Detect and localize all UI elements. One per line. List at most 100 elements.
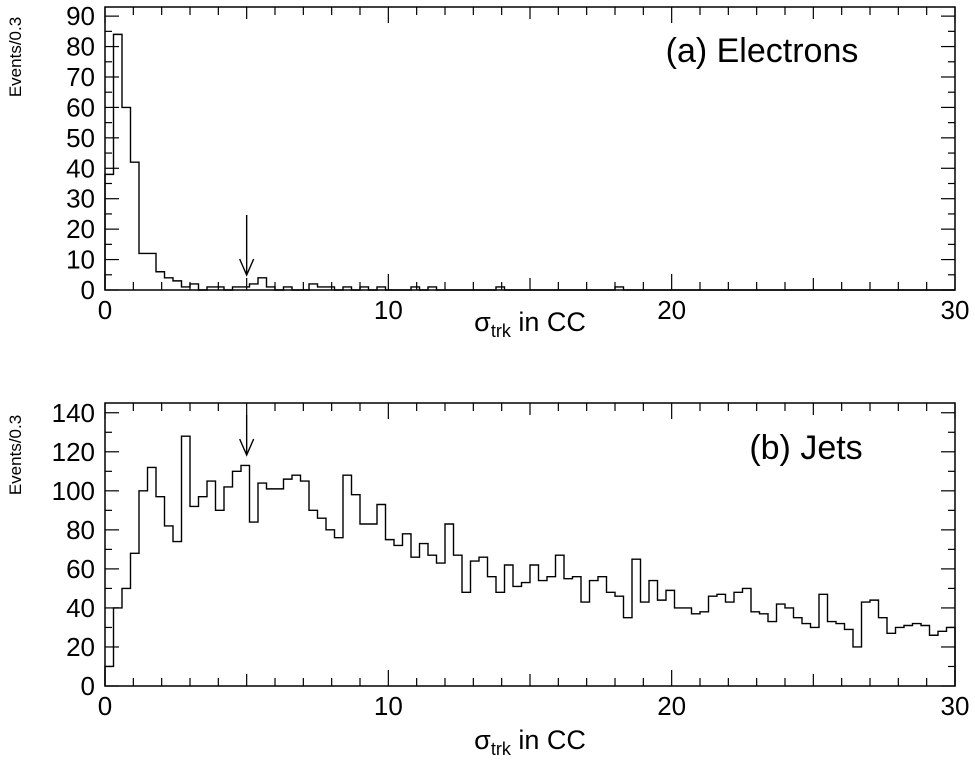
histogram-bin (445, 524, 454, 686)
histogram-bin (709, 596, 718, 686)
y-tick-label: 140 (52, 398, 95, 428)
histogram-bin (343, 475, 352, 686)
histogram-bin (352, 495, 361, 686)
x-tick-label: 20 (657, 295, 686, 325)
histogram-bin (726, 602, 735, 686)
histogram-bin (275, 489, 284, 686)
histogram-bin (896, 627, 905, 686)
histogram-bin (369, 524, 378, 686)
x-axis-label-subscript: trk (491, 739, 512, 759)
histogram-bin (343, 287, 352, 290)
histogram-electrons (104, 33, 955, 291)
histogram-bin (165, 278, 174, 290)
y-tick-label: 40 (66, 593, 95, 623)
histogram-bin (785, 608, 794, 686)
histogram-bin (326, 287, 335, 290)
histogram-bin (675, 608, 684, 686)
histogram-jets (104, 435, 956, 686)
x-axis-label-rest: in CC (511, 307, 586, 337)
histogram-bin (267, 287, 276, 290)
x-axis-label-symbol: σ (474, 725, 491, 755)
histogram-bin (301, 481, 310, 686)
histogram-bin (887, 633, 896, 686)
histogram-bin (207, 287, 216, 290)
histogram-bin (182, 436, 191, 686)
histogram-bin (139, 491, 148, 686)
y-tick-label: 0 (81, 275, 95, 305)
histogram-bin (522, 583, 531, 686)
histogram-bin (658, 600, 667, 686)
histogram-bin (182, 287, 191, 290)
histogram-bin (165, 526, 174, 686)
histogram-bin (216, 287, 225, 290)
histogram-bin (870, 600, 879, 686)
histogram-bin (403, 534, 412, 686)
histogram-bin (173, 542, 182, 686)
histogram-bin (547, 577, 556, 686)
histogram-bin (233, 287, 242, 290)
histogram-bin (411, 557, 420, 686)
histogram-bin (845, 629, 854, 686)
y-tick-label: 20 (66, 632, 95, 662)
histogram-bin (539, 581, 548, 686)
x-tick-label: 10 (374, 691, 403, 721)
histogram-bin (105, 666, 114, 686)
histogram-bin (258, 483, 267, 686)
histogram-bin (233, 471, 242, 686)
y-tick-label: 120 (52, 437, 95, 467)
y-tick-label: 40 (66, 153, 95, 183)
y-tick-label: 80 (66, 32, 95, 62)
histogram-bin (513, 586, 522, 686)
histogram-bin (224, 487, 233, 686)
histogram-bin (530, 565, 539, 686)
y-tick-label: 90 (66, 1, 95, 31)
histogram-bin (292, 475, 301, 686)
y-tick-label: 50 (66, 123, 95, 153)
histogram-bin (479, 557, 488, 686)
histogram-bin (734, 592, 743, 686)
y-tick-label: 70 (66, 62, 95, 92)
histogram-bin (683, 608, 692, 686)
histogram-bin (156, 497, 165, 686)
histogram-bin (743, 588, 752, 686)
x-tick-label: 20 (657, 691, 686, 721)
histogram-bin (318, 287, 327, 290)
histogram-bin (641, 602, 650, 686)
histogram-bin (377, 504, 386, 686)
x-tick-label: 30 (941, 691, 970, 721)
x-axis-label-jets: σtrk in CC (474, 725, 586, 759)
histogram-bin (947, 627, 956, 686)
histogram-bin (615, 287, 624, 290)
histogram-bin (624, 618, 633, 686)
cut-arrow-head (239, 438, 255, 457)
histogram-bin (607, 592, 616, 686)
histogram-bin (760, 614, 769, 686)
x-tick-label: 30 (941, 295, 970, 325)
histogram-bin (250, 284, 259, 290)
histogram-bin (496, 287, 505, 290)
histogram-bin (598, 577, 607, 686)
histogram-bin (768, 622, 777, 686)
histogram-bin (802, 624, 811, 686)
panel-title-jets: (b) Jets (749, 429, 862, 467)
histogram-bin (190, 284, 199, 290)
histogram-bin (904, 625, 913, 686)
histogram-bin (173, 281, 182, 290)
histogram-bin (360, 287, 369, 290)
histogram-bin (326, 530, 335, 686)
histogram-bin (148, 253, 157, 290)
histogram-bin (335, 538, 344, 686)
histogram-bin (853, 647, 862, 686)
y-tick-label: 60 (66, 554, 95, 584)
histogram-bin (862, 602, 871, 686)
y-tick-label: 0 (81, 671, 95, 701)
histogram-bin (122, 588, 131, 686)
histogram-bin (428, 555, 437, 686)
x-tick-label: 10 (374, 295, 403, 325)
histogram-bin (471, 561, 480, 686)
histogram-bin (505, 565, 514, 686)
histogram-bin (581, 602, 590, 686)
histogram-bin (139, 253, 148, 290)
